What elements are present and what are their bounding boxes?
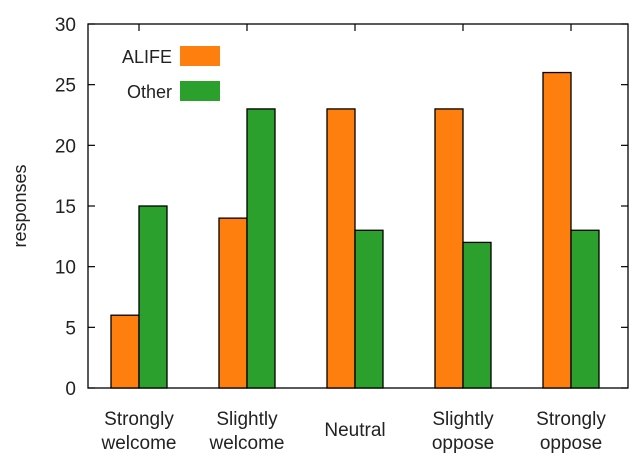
bar-alife-0 (110, 314, 140, 389)
y-tick-label: 20 (55, 136, 76, 157)
y-tick-label: 25 (55, 76, 76, 97)
bars (110, 71, 600, 389)
legend-label-alife: ALIFE (122, 47, 172, 67)
bar-alife-2 (326, 108, 356, 389)
legend: ALIFE Other (122, 46, 220, 102)
x-category-label: Slightly (216, 409, 278, 430)
y-tick-label: 15 (55, 197, 76, 218)
legend-label-other: Other (127, 82, 172, 102)
labels: 0 5 10 15 20 25 30 responses Strongly welcome Slig… (10, 15, 606, 454)
x-category-label: Neutral (324, 420, 385, 441)
legend-swatch-alife (180, 46, 220, 66)
bar-other-2 (354, 229, 384, 389)
x-category-label: Slightly (432, 409, 494, 430)
x-category-label: Strongly (536, 409, 606, 430)
bar-alife-3 (434, 108, 464, 389)
y-axis-title: responses (10, 164, 30, 247)
bar-other-4 (570, 229, 600, 389)
bar-alife-4 (542, 71, 572, 389)
bar-alife-1 (218, 217, 248, 389)
bar-other-0 (138, 205, 168, 389)
x-category-label: welcome (101, 433, 177, 454)
y-tick-label: 5 (65, 318, 76, 339)
y-tick-label: 30 (55, 15, 76, 36)
x-category-label: oppose (540, 433, 602, 454)
x-category-label: welcome (209, 433, 285, 454)
y-tick-label: 10 (55, 258, 76, 279)
x-category-label: Strongly (104, 409, 174, 430)
bar-other-1 (246, 108, 276, 389)
y-tick-label: 0 (65, 379, 76, 400)
x-category-label: oppose (432, 433, 494, 454)
bar-other-3 (462, 241, 492, 389)
legend-swatch-other (180, 81, 220, 101)
